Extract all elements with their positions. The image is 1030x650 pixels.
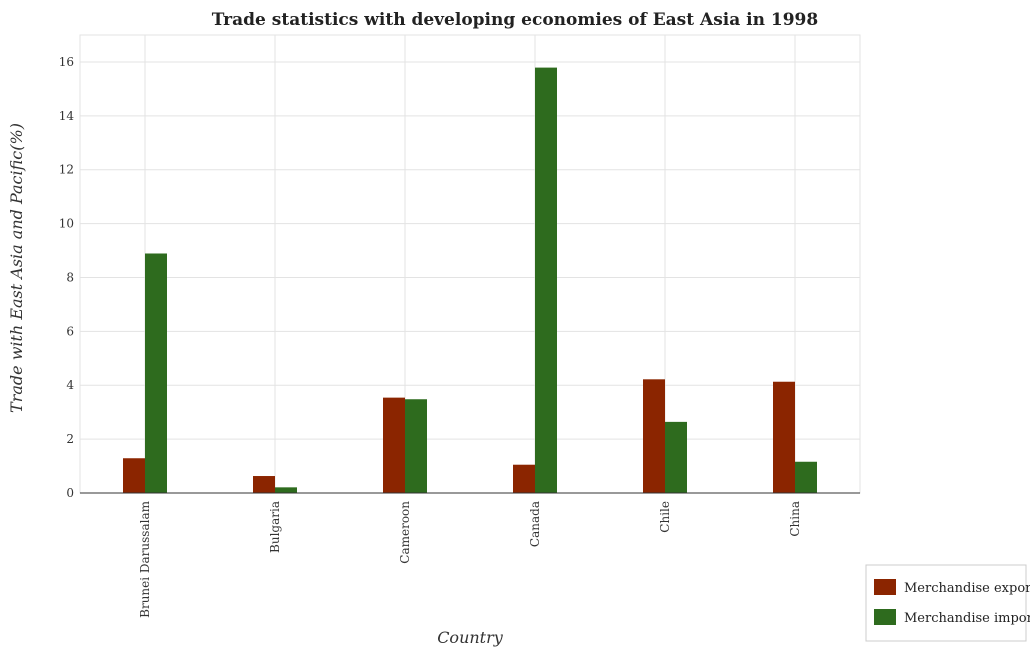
x-tick-label: Canada: [528, 501, 542, 547]
bar-exports: [643, 379, 665, 493]
y-axis-label: Trade with East Asia and Pacific(%): [7, 123, 26, 413]
x-tick-label: Chile: [658, 501, 672, 533]
bar-exports: [123, 458, 145, 493]
bar-imports: [275, 487, 297, 493]
chart-title: Trade statistics with developing economi…: [212, 10, 818, 30]
bar-exports: [513, 464, 535, 493]
y-tick-label: 12: [59, 163, 74, 177]
grid-lines: [79, 34, 861, 494]
y-tick-label: 0: [66, 486, 74, 500]
bar-imports: [145, 253, 167, 493]
y-tick-label: 2: [66, 432, 74, 446]
y-tick-label: 10: [59, 217, 74, 231]
bar-imports: [405, 399, 427, 493]
y-tick-label: 8: [66, 270, 74, 284]
bar-imports: [535, 67, 557, 494]
y-tick-label: 14: [59, 109, 75, 123]
y-tick-label: 16: [59, 55, 74, 69]
legend: Merchandise exports Merchandise imports: [865, 564, 1030, 642]
x-tick-label: Bulgaria: [268, 501, 282, 553]
x-tick-label: China: [788, 501, 802, 537]
legend-box: [865, 564, 1027, 642]
x-axis-ticks: Brunei Darussalam Bulgaria Cameroon Canada C…: [138, 500, 802, 617]
y-tick-label: 6: [66, 324, 74, 338]
y-axis-ticks: 0 2 4 6 8 10 12 14 16: [59, 55, 75, 500]
x-axis-label: Country: [437, 628, 504, 647]
legend-label: Merchandise imports: [904, 611, 1030, 626]
bars: [123, 67, 817, 494]
y-tick-label: 4: [66, 378, 74, 392]
bar-exports: [253, 476, 275, 493]
bar-exports: [383, 397, 405, 493]
x-tick-label: Brunei Darussalam: [138, 500, 152, 617]
x-tick-label: Cameroon: [398, 501, 412, 564]
bar-exports: [773, 381, 795, 493]
legend-swatch: [874, 579, 896, 595]
legend-label: Merchandise exports: [904, 581, 1030, 596]
plot-frame: [79, 34, 861, 494]
legend-swatch: [874, 609, 896, 625]
bar-imports: [665, 421, 687, 493]
bar-imports: [795, 461, 817, 493]
